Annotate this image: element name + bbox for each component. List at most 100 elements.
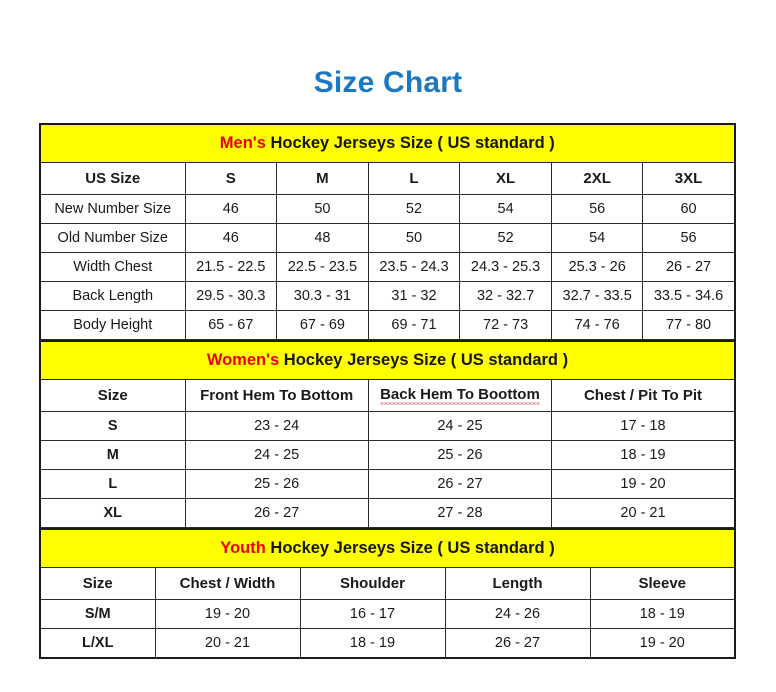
womens-row-label: S — [39, 411, 186, 441]
womens-cell: 20 - 21 — [551, 498, 736, 528]
youth-header-accent: Youth — [220, 539, 266, 558]
youth-cell: 20 - 21 — [154, 628, 301, 659]
table-row: L/XL 20 - 21 18 - 19 26 - 27 19 - 20 — [39, 628, 736, 659]
womens-col-front-hem-to-bottom: Front Hem To Bottom — [184, 379, 369, 412]
womens-cell: 25 - 26 — [184, 469, 369, 499]
womens-cell: 26 - 27 — [184, 498, 369, 528]
table-row: New Number Size 46 50 52 54 56 60 — [39, 194, 736, 224]
womens-cell: 17 - 18 — [551, 411, 736, 441]
mens-row-label: Width Chest — [39, 252, 186, 282]
womens-header-accent: Women's — [206, 351, 280, 370]
mens-section-header: Men's Hockey Jerseys Size ( US standard … — [40, 123, 735, 163]
womens-section-header-row: Women's Hockey Jerseys Size ( US standar… — [40, 340, 735, 380]
mens-col-m: M — [276, 162, 369, 195]
womens-cell: 23 - 24 — [184, 411, 369, 441]
mens-col-xl: XL — [459, 162, 552, 195]
mens-section-header-row: Men's Hockey Jerseys Size ( US standard … — [40, 123, 735, 163]
mens-cell: 32 - 32.7 — [459, 281, 552, 311]
mens-cell: 48 — [276, 223, 369, 253]
mens-cell: 56 — [642, 223, 736, 253]
mens-cell: 31 - 32 — [367, 281, 461, 311]
womens-cell: 27 - 28 — [367, 498, 553, 528]
womens-row-label: XL — [39, 498, 186, 528]
table-row: XL 26 - 27 27 - 28 20 - 21 — [39, 498, 736, 528]
youth-cell: 16 - 17 — [299, 599, 446, 629]
youth-col-size: Size — [39, 567, 156, 600]
mens-cell: 21.5 - 22.5 — [184, 252, 278, 282]
mens-cell: 52 — [367, 194, 461, 224]
mens-col-us-size: US Size — [39, 162, 186, 195]
mens-col-l: L — [367, 162, 461, 195]
youth-cell: 24 - 26 — [444, 599, 591, 629]
mens-cell: 69 - 71 — [367, 310, 461, 340]
womens-col-chest-pit-to-pit: Chest / Pit To Pit — [551, 379, 736, 412]
mens-cell: 46 — [184, 194, 278, 224]
mens-col-3xl: 3XL — [642, 162, 736, 195]
womens-row-label: L — [39, 469, 186, 499]
mens-row-label: Back Length — [39, 281, 186, 311]
youth-cell: 18 - 19 — [299, 628, 446, 659]
youth-col-sleeve: Sleeve — [589, 567, 736, 600]
womens-header-rest: Hockey Jerseys Size ( US standard ) — [279, 351, 569, 370]
womens-cell: 25 - 26 — [367, 440, 553, 470]
mens-cell: 50 — [276, 194, 369, 224]
mens-column-header-row: US Size S M L XL 2XL 3XL — [39, 162, 736, 195]
mens-col-s: S — [184, 162, 278, 195]
womens-size-table: Women's Hockey Jerseys Size ( US standar… — [39, 340, 736, 528]
womens-cell: 19 - 20 — [551, 469, 736, 499]
youth-row-label: L/XL — [39, 628, 156, 659]
mens-cell: 26 - 27 — [642, 252, 736, 282]
mens-cell: 72 - 73 — [459, 310, 552, 340]
youth-section-header-row: Youth Hockey Jerseys Size ( US standard … — [40, 528, 735, 568]
youth-section-header: Youth Hockey Jerseys Size ( US standard … — [40, 528, 735, 568]
youth-col-shoulder: Shoulder — [299, 567, 446, 600]
table-row: Width Chest 21.5 - 22.5 22.5 - 23.5 23.5… — [39, 252, 736, 282]
mens-cell: 24.3 - 25.3 — [459, 252, 552, 282]
mens-col-2xl: 2XL — [550, 162, 644, 195]
table-row: Back Length 29.5 - 30.3 30.3 - 31 31 - 3… — [39, 281, 736, 311]
table-row: S 23 - 24 24 - 25 17 - 18 — [39, 411, 736, 441]
page-title: Size Chart — [313, 66, 463, 99]
mens-cell: 25.3 - 26 — [550, 252, 644, 282]
youth-col-chest-width: Chest / Width — [154, 567, 301, 600]
youth-cell: 19 - 20 — [589, 628, 736, 659]
mens-cell: 77 - 80 — [642, 310, 736, 340]
mens-size-table: Men's Hockey Jerseys Size ( US standard … — [39, 123, 736, 340]
youth-col-length: Length — [444, 567, 591, 600]
mens-header-rest: Hockey Jerseys Size ( US standard ) — [265, 134, 555, 153]
womens-section-header: Women's Hockey Jerseys Size ( US standar… — [40, 340, 735, 380]
size-tables-container: Men's Hockey Jerseys Size ( US standard … — [39, 123, 736, 659]
youth-cell: 18 - 19 — [589, 599, 736, 629]
youth-size-table: Youth Hockey Jerseys Size ( US standard … — [39, 528, 736, 659]
mens-cell: 23.5 - 24.3 — [367, 252, 461, 282]
table-row: S/M 19 - 20 16 - 17 24 - 26 18 - 19 — [39, 599, 736, 629]
youth-cell: 26 - 27 — [444, 628, 591, 659]
youth-header-rest: Hockey Jerseys Size ( US standard ) — [265, 539, 555, 558]
mens-cell: 54 — [459, 194, 552, 224]
mens-cell: 29.5 - 30.3 — [184, 281, 278, 311]
table-row: Body Height 65 - 67 67 - 69 69 - 71 72 -… — [39, 310, 736, 340]
womens-cell: 26 - 27 — [367, 469, 553, 499]
womens-row-label: M — [39, 440, 186, 470]
youth-cell: 19 - 20 — [154, 599, 301, 629]
mens-cell: 30.3 - 31 — [276, 281, 369, 311]
mens-row-label: New Number Size — [39, 194, 186, 224]
table-row: Old Number Size 46 48 50 52 54 56 — [39, 223, 736, 253]
mens-cell: 56 — [550, 194, 644, 224]
misspelled-text: Back Hem To Boottom — [380, 386, 540, 406]
mens-cell: 60 — [642, 194, 736, 224]
womens-column-header-row: Size Front Hem To Bottom Back Hem To Boo… — [39, 379, 736, 412]
youth-column-header-row: Size Chest / Width Shoulder Length Sleev… — [39, 567, 736, 600]
mens-cell: 33.5 - 34.6 — [642, 281, 736, 311]
mens-header-accent: Men's — [219, 134, 266, 153]
mens-cell: 22.5 - 23.5 — [276, 252, 369, 282]
mens-cell: 46 — [184, 223, 278, 253]
table-row: L 25 - 26 26 - 27 19 - 20 — [39, 469, 736, 499]
womens-col-back-hem-to-bottom: Back Hem To Boottom — [367, 379, 553, 412]
womens-cell: 24 - 25 — [184, 440, 369, 470]
mens-cell: 65 - 67 — [184, 310, 278, 340]
mens-cell: 74 - 76 — [550, 310, 644, 340]
mens-cell: 32.7 - 33.5 — [550, 281, 644, 311]
youth-row-label: S/M — [39, 599, 156, 629]
